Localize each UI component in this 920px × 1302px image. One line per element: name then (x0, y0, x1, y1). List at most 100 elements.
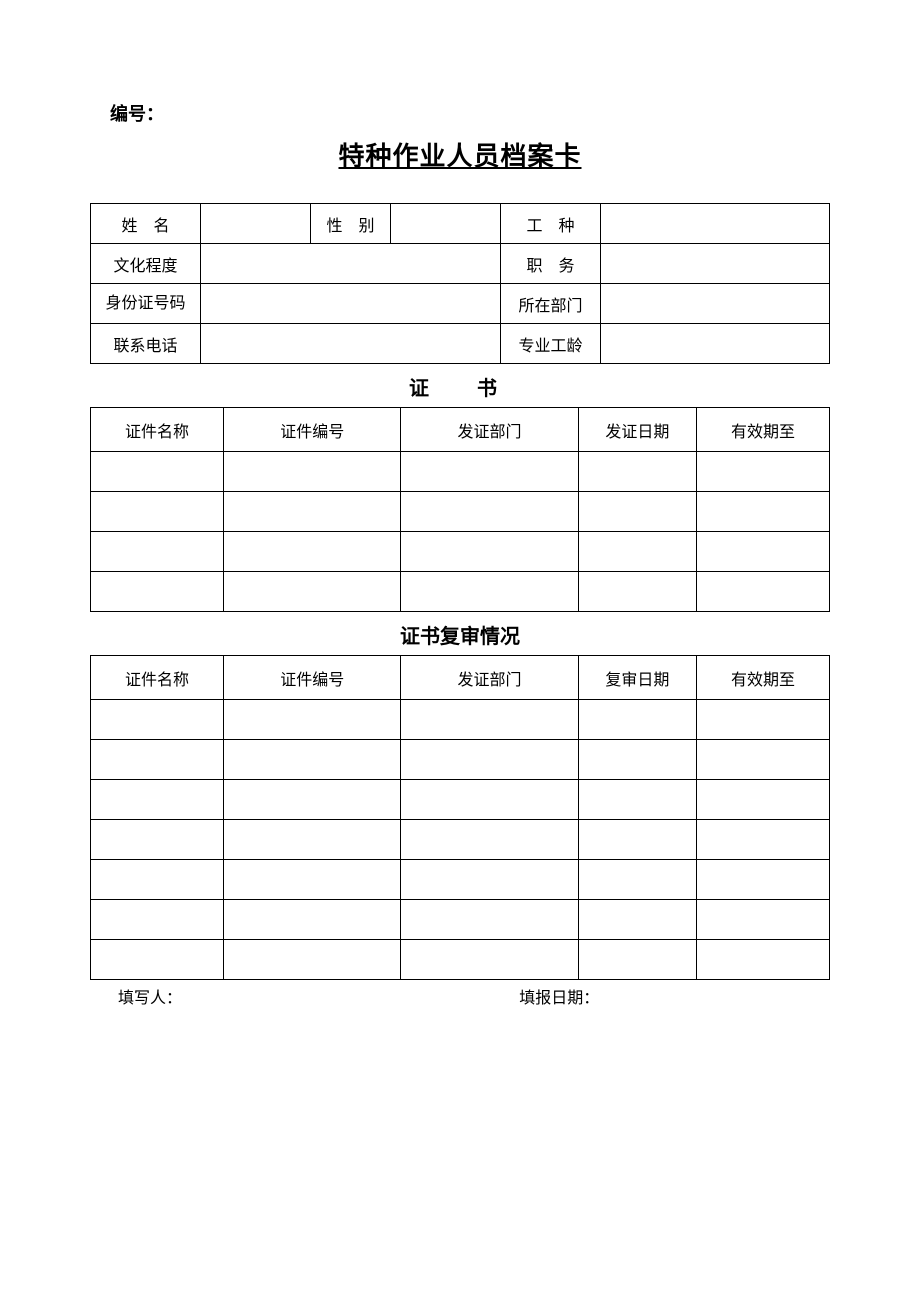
table-cell (401, 940, 578, 980)
value-id-number (201, 284, 501, 324)
info-table: 姓 名 性 别 工 种 文化程度 职 务 身份证号码 所在部门 联系电话 专业工… (90, 203, 830, 364)
serial-number-label: 编号： (90, 100, 830, 126)
table-cell (696, 532, 829, 572)
value-education (201, 244, 501, 284)
value-work-type (601, 204, 830, 244)
value-phone (201, 324, 501, 364)
table-cell (91, 572, 224, 612)
column-header: 证件编号 (224, 408, 401, 452)
table-cell (578, 700, 696, 740)
table-cell (696, 492, 829, 532)
table-cell (401, 900, 578, 940)
table-cell (578, 940, 696, 980)
value-position (601, 244, 830, 284)
table-row (91, 740, 830, 780)
table-cell (401, 532, 578, 572)
table-cell (696, 572, 829, 612)
table-cell (578, 860, 696, 900)
label-id-number: 身份证号码 (91, 284, 201, 324)
label-department: 所在部门 (501, 284, 601, 324)
table-cell (578, 532, 696, 572)
table-row (91, 860, 830, 900)
table-row (91, 572, 830, 612)
table-cell (224, 860, 401, 900)
column-header: 证件名称 (91, 408, 224, 452)
table-cell (401, 492, 578, 532)
table-cell (401, 820, 578, 860)
table-cell (578, 452, 696, 492)
table-cell (578, 572, 696, 612)
table-row (91, 452, 830, 492)
table-row (91, 700, 830, 740)
table-cell (91, 740, 224, 780)
cert-section-title: 证 书 (90, 372, 830, 401)
table-cell (401, 780, 578, 820)
label-phone: 联系电话 (91, 324, 201, 364)
table-cell (224, 492, 401, 532)
table-cell (224, 700, 401, 740)
table-cell (696, 780, 829, 820)
table-cell (401, 700, 578, 740)
table-cell (696, 820, 829, 860)
table-cell (91, 780, 224, 820)
table-cell (91, 900, 224, 940)
page-title: 特种作业人员档案卡 (90, 136, 830, 173)
table-cell (696, 740, 829, 780)
table-cell (91, 700, 224, 740)
table-cell (224, 452, 401, 492)
table-cell (578, 492, 696, 532)
table-cell (578, 820, 696, 860)
value-seniority (601, 324, 830, 364)
column-header: 证件名称 (91, 656, 224, 700)
column-header: 复审日期 (578, 656, 696, 700)
table-cell (91, 452, 224, 492)
table-cell (91, 940, 224, 980)
column-header: 证件编号 (224, 656, 401, 700)
column-header: 有效期至 (696, 408, 829, 452)
label-position: 职 务 (501, 244, 601, 284)
table-cell (91, 492, 224, 532)
table-cell (224, 900, 401, 940)
table-cell (224, 780, 401, 820)
cert-table: 证件名称证件编号发证部门发证日期有效期至 (90, 407, 830, 612)
label-work-type: 工 种 (501, 204, 601, 244)
label-name: 姓 名 (91, 204, 201, 244)
review-table: 证件名称证件编号发证部门复审日期有效期至 (90, 655, 830, 980)
date-label: 填报日期： (519, 984, 830, 1008)
table-cell (696, 860, 829, 900)
column-header: 发证部门 (401, 408, 578, 452)
table-cell (696, 700, 829, 740)
column-header: 发证日期 (578, 408, 696, 452)
column-header: 发证部门 (401, 656, 578, 700)
table-row (91, 780, 830, 820)
table-row (91, 820, 830, 860)
table-cell (578, 740, 696, 780)
table-cell (91, 820, 224, 860)
label-gender: 性 别 (311, 204, 391, 244)
table-cell (578, 780, 696, 820)
table-cell (401, 740, 578, 780)
table-cell (401, 860, 578, 900)
label-education: 文化程度 (91, 244, 201, 284)
table-cell (224, 572, 401, 612)
table-row (91, 532, 830, 572)
table-cell (224, 532, 401, 572)
table-cell (696, 900, 829, 940)
filler-label: 填写人： (90, 984, 519, 1008)
table-cell (224, 940, 401, 980)
table-cell (401, 452, 578, 492)
table-row (91, 900, 830, 940)
table-row (91, 940, 830, 980)
table-row (91, 492, 830, 532)
table-cell (91, 532, 224, 572)
value-name (201, 204, 311, 244)
table-cell (696, 940, 829, 980)
column-header: 有效期至 (696, 656, 829, 700)
value-department (601, 284, 830, 324)
review-section-title: 证书复审情况 (90, 620, 830, 649)
table-cell (578, 900, 696, 940)
table-cell (224, 740, 401, 780)
footer-line: 填写人： 填报日期： (90, 984, 830, 1008)
label-seniority: 专业工龄 (501, 324, 601, 364)
table-cell (224, 820, 401, 860)
